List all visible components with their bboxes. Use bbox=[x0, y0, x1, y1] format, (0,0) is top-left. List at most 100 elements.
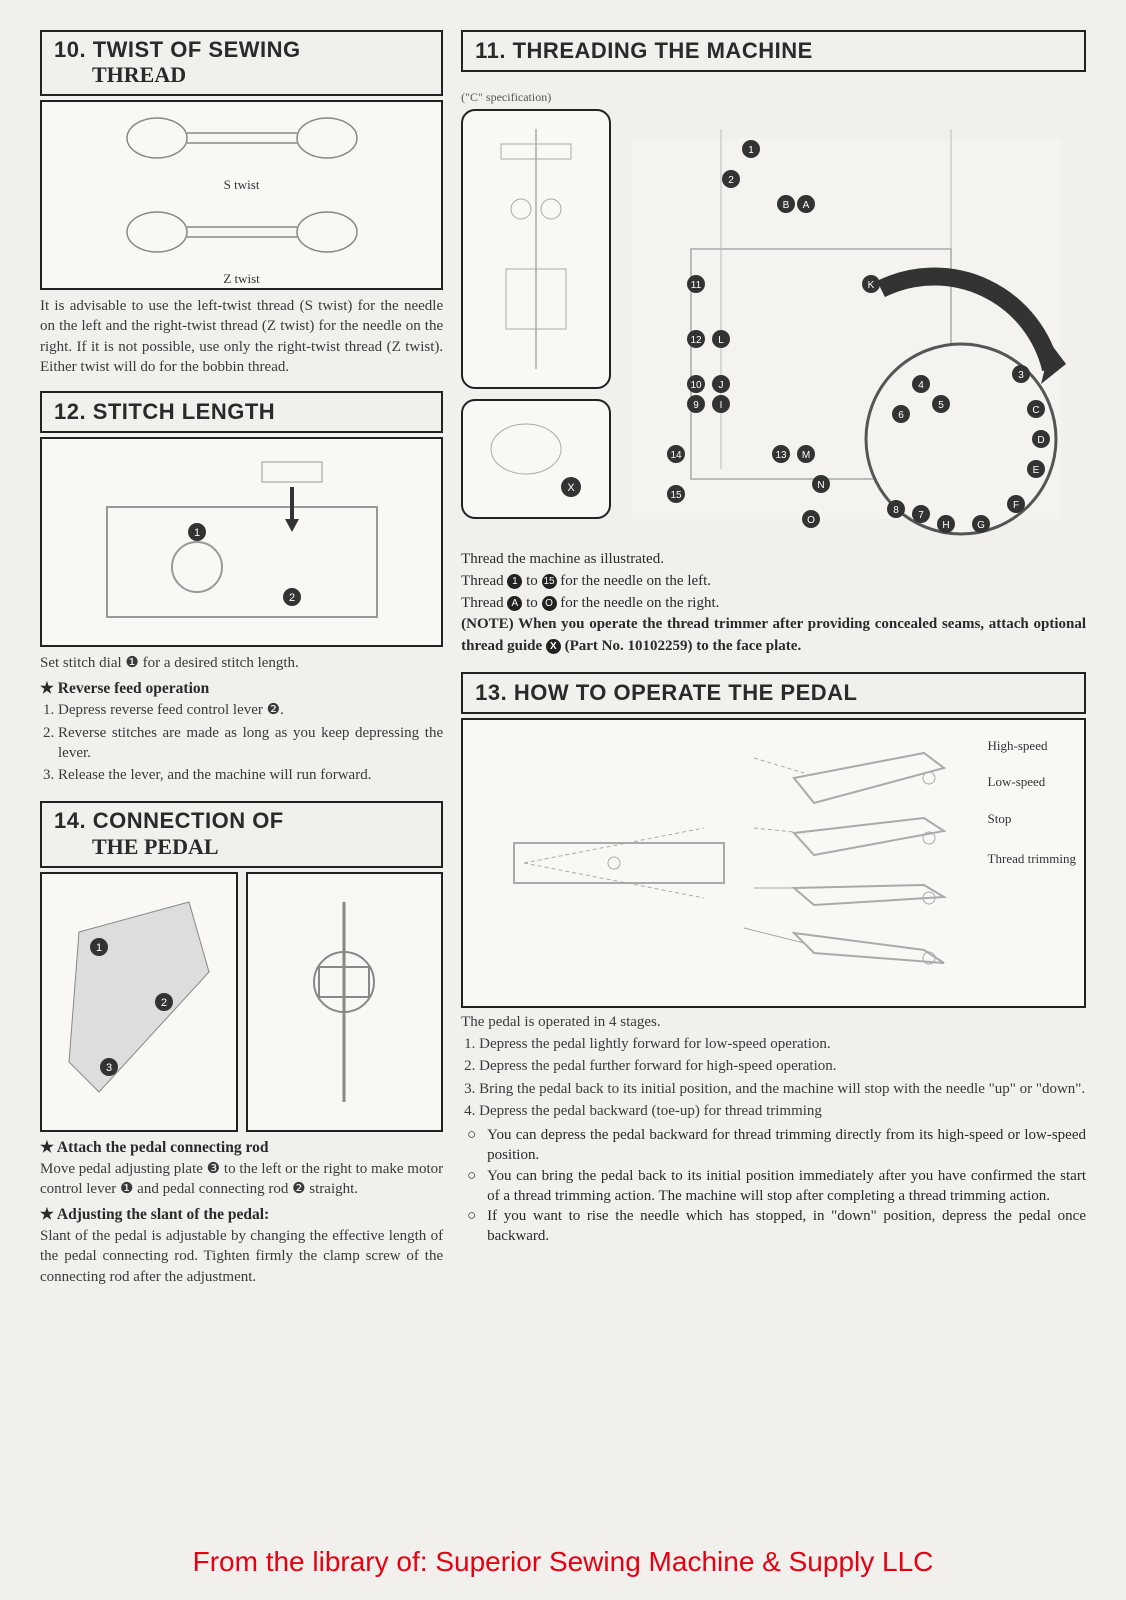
svg-text:4: 4 bbox=[918, 380, 924, 391]
svg-text:E: E bbox=[1033, 465, 1040, 476]
l2a: Thread bbox=[461, 573, 507, 589]
svg-text:N: N bbox=[818, 480, 825, 491]
circ-15: 15 bbox=[542, 574, 557, 589]
stitch-dial-illustration: 1 2 bbox=[97, 447, 387, 637]
svg-text:H: H bbox=[943, 520, 950, 531]
pedal-stages-illustration bbox=[494, 728, 1054, 998]
body-11-l1: Thread the machine as illustrated. bbox=[461, 549, 1086, 571]
svg-text:10: 10 bbox=[691, 380, 703, 391]
svg-text:1: 1 bbox=[748, 145, 754, 156]
label-low-speed: Low-speed bbox=[988, 764, 1076, 800]
diagram-14-right bbox=[246, 872, 444, 1132]
circ-O: O bbox=[542, 596, 557, 611]
l3c: for the needle on the right. bbox=[560, 595, 719, 611]
pedal-rod-illustration bbox=[264, 882, 424, 1122]
svg-text:K: K bbox=[868, 280, 875, 291]
s-twist-illustration bbox=[112, 103, 372, 173]
circ-1: 1 bbox=[507, 574, 522, 589]
circ-A: A bbox=[507, 596, 522, 611]
steps-13: Depress the pedal lightly forward for lo… bbox=[461, 1034, 1086, 1123]
section-14: 14. CONNECTION OF THE PEDAL 1 2 3 bbox=[40, 801, 443, 1286]
heading-11: 11. THREADING THE MACHINE bbox=[461, 30, 1086, 72]
heading-10-line2: THREAD bbox=[54, 62, 429, 88]
diagram-14-wrap: 1 2 3 bbox=[40, 872, 443, 1132]
step-12-1: Depress reverse feed control lever ❷. bbox=[58, 700, 443, 720]
heading-13: 13. HOW TO OPERATE THE PEDAL bbox=[461, 672, 1086, 714]
body-14-1: Move pedal adjusting plate ❸ to the left… bbox=[40, 1159, 443, 1200]
step-13-4: Depress the pedal backward (toe-up) for … bbox=[479, 1101, 1086, 1121]
svg-text:14: 14 bbox=[671, 450, 683, 461]
step-13-2: Depress the pedal further forward for hi… bbox=[479, 1056, 1086, 1076]
diagram-13-wrap: High-speed Low-speed Stop Thread trimmin… bbox=[461, 718, 1086, 1008]
heading-14-line2: THE PEDAL bbox=[54, 834, 429, 860]
pedal-connection-illustration: 1 2 3 bbox=[59, 882, 219, 1122]
svg-text:12: 12 bbox=[691, 335, 703, 346]
diagram-11-main: 1 2 A B 11 K 12 L 10 J 9 I 14 13 bbox=[621, 109, 1086, 539]
heading-10: 10. TWIST OF SEWING THREAD bbox=[40, 30, 443, 96]
heading-10-line1: 10. TWIST OF SEWING bbox=[54, 38, 429, 62]
heading-13-text: 13. HOW TO OPERATE THE PEDAL bbox=[475, 680, 1072, 706]
svg-text:3: 3 bbox=[106, 1062, 112, 1074]
svg-text:L: L bbox=[718, 335, 724, 346]
intro-13: The pedal is operated in 4 stages. bbox=[461, 1012, 1086, 1032]
svg-text:O: O bbox=[807, 515, 815, 526]
body-12-line: Set stitch dial ❶ for a desired stitch l… bbox=[40, 653, 443, 673]
threading-main-illustration: 1 2 A B 11 K 12 L 10 J 9 I 14 13 bbox=[621, 109, 1086, 539]
detail-x-illustration: X bbox=[471, 409, 601, 509]
body-11: Thread the machine as illustrated. Threa… bbox=[461, 549, 1086, 658]
svg-text:G: G bbox=[977, 520, 985, 531]
svg-text:6: 6 bbox=[898, 410, 904, 421]
step-13-1: Depress the pedal lightly forward for lo… bbox=[479, 1034, 1086, 1054]
heading-12: 12. STITCH LENGTH bbox=[40, 391, 443, 433]
svg-text:B: B bbox=[783, 200, 790, 211]
svg-text:5: 5 bbox=[938, 400, 944, 411]
svg-text:9: 9 bbox=[693, 400, 699, 411]
manual-page: 10. TWIST OF SEWING THREAD S twist Z t bbox=[40, 30, 1086, 1500]
label-z-twist: Z twist bbox=[223, 271, 259, 287]
svg-text:8: 8 bbox=[893, 505, 899, 516]
step-13-3: Bring the pedal back to its initial posi… bbox=[479, 1079, 1086, 1099]
svg-text:C: C bbox=[1033, 405, 1040, 416]
section-10: 10. TWIST OF SEWING THREAD S twist Z t bbox=[40, 30, 443, 377]
z-twist-illustration bbox=[112, 197, 372, 267]
svg-text:2: 2 bbox=[161, 997, 167, 1009]
spec-label: ("C" specification) bbox=[461, 90, 1086, 105]
diagrams-11-left: X bbox=[461, 109, 611, 519]
svg-text:X: X bbox=[567, 482, 575, 494]
heading-12-text: 12. STITCH LENGTH bbox=[54, 399, 429, 425]
note-b: (Part No. 10102259) to the face plate. bbox=[565, 638, 802, 654]
c-spec-thread-path-illustration bbox=[471, 119, 601, 379]
body-11-note: (NOTE) When you operate the thread trimm… bbox=[461, 614, 1086, 658]
svg-text:7: 7 bbox=[918, 510, 924, 521]
section-12: 12. STITCH LENGTH 1 2 Set stitch dial ❶ … bbox=[40, 391, 443, 787]
right-column: 11. THREADING THE MACHINE ("C" specifica… bbox=[461, 30, 1086, 1500]
svg-text:3: 3 bbox=[1018, 370, 1024, 381]
section-11: 11. THREADING THE MACHINE ("C" specifica… bbox=[461, 30, 1086, 658]
svg-text:J: J bbox=[719, 380, 724, 391]
svg-text:11: 11 bbox=[691, 280, 702, 291]
diagram-10-twist: S twist Z twist bbox=[40, 100, 443, 290]
sub-13-2: You can bring the pedal back to its init… bbox=[487, 1166, 1086, 1207]
section-13: 13. HOW TO OPERATE THE PEDAL bbox=[461, 672, 1086, 1247]
svg-text:A: A bbox=[803, 200, 810, 211]
svg-text:1: 1 bbox=[194, 527, 200, 539]
diagram-12-stitch: 1 2 bbox=[40, 437, 443, 647]
svg-text:2: 2 bbox=[289, 592, 295, 604]
heading-11-text: 11. THREADING THE MACHINE bbox=[475, 38, 1072, 64]
star-12: ★ Reverse feed operation bbox=[40, 679, 443, 698]
diagram-11-c-spec bbox=[461, 109, 611, 389]
l3a: Thread bbox=[461, 595, 507, 611]
star-14-2: ★ Adjusting the slant of the pedal: bbox=[40, 1205, 443, 1224]
svg-text:15: 15 bbox=[671, 490, 683, 501]
svg-text:M: M bbox=[802, 450, 810, 461]
diagram-14-left: 1 2 3 bbox=[40, 872, 238, 1132]
label-thread-trimming: Thread trimming bbox=[988, 851, 1076, 867]
pedal-stage-labels: High-speed Low-speed Stop Thread trimmin… bbox=[988, 728, 1076, 867]
label-stop: Stop bbox=[988, 801, 1076, 837]
body-11-l2: Thread 1 to 15 for the needle on the lef… bbox=[461, 571, 1086, 593]
step-12-2: Reverse stitches are made as long as you… bbox=[58, 723, 443, 764]
svg-text:13: 13 bbox=[776, 450, 788, 461]
l2b: to bbox=[526, 573, 541, 589]
svg-text:D: D bbox=[1038, 435, 1045, 446]
sub-13-3: If you want to rise the needle which has… bbox=[487, 1206, 1086, 1247]
